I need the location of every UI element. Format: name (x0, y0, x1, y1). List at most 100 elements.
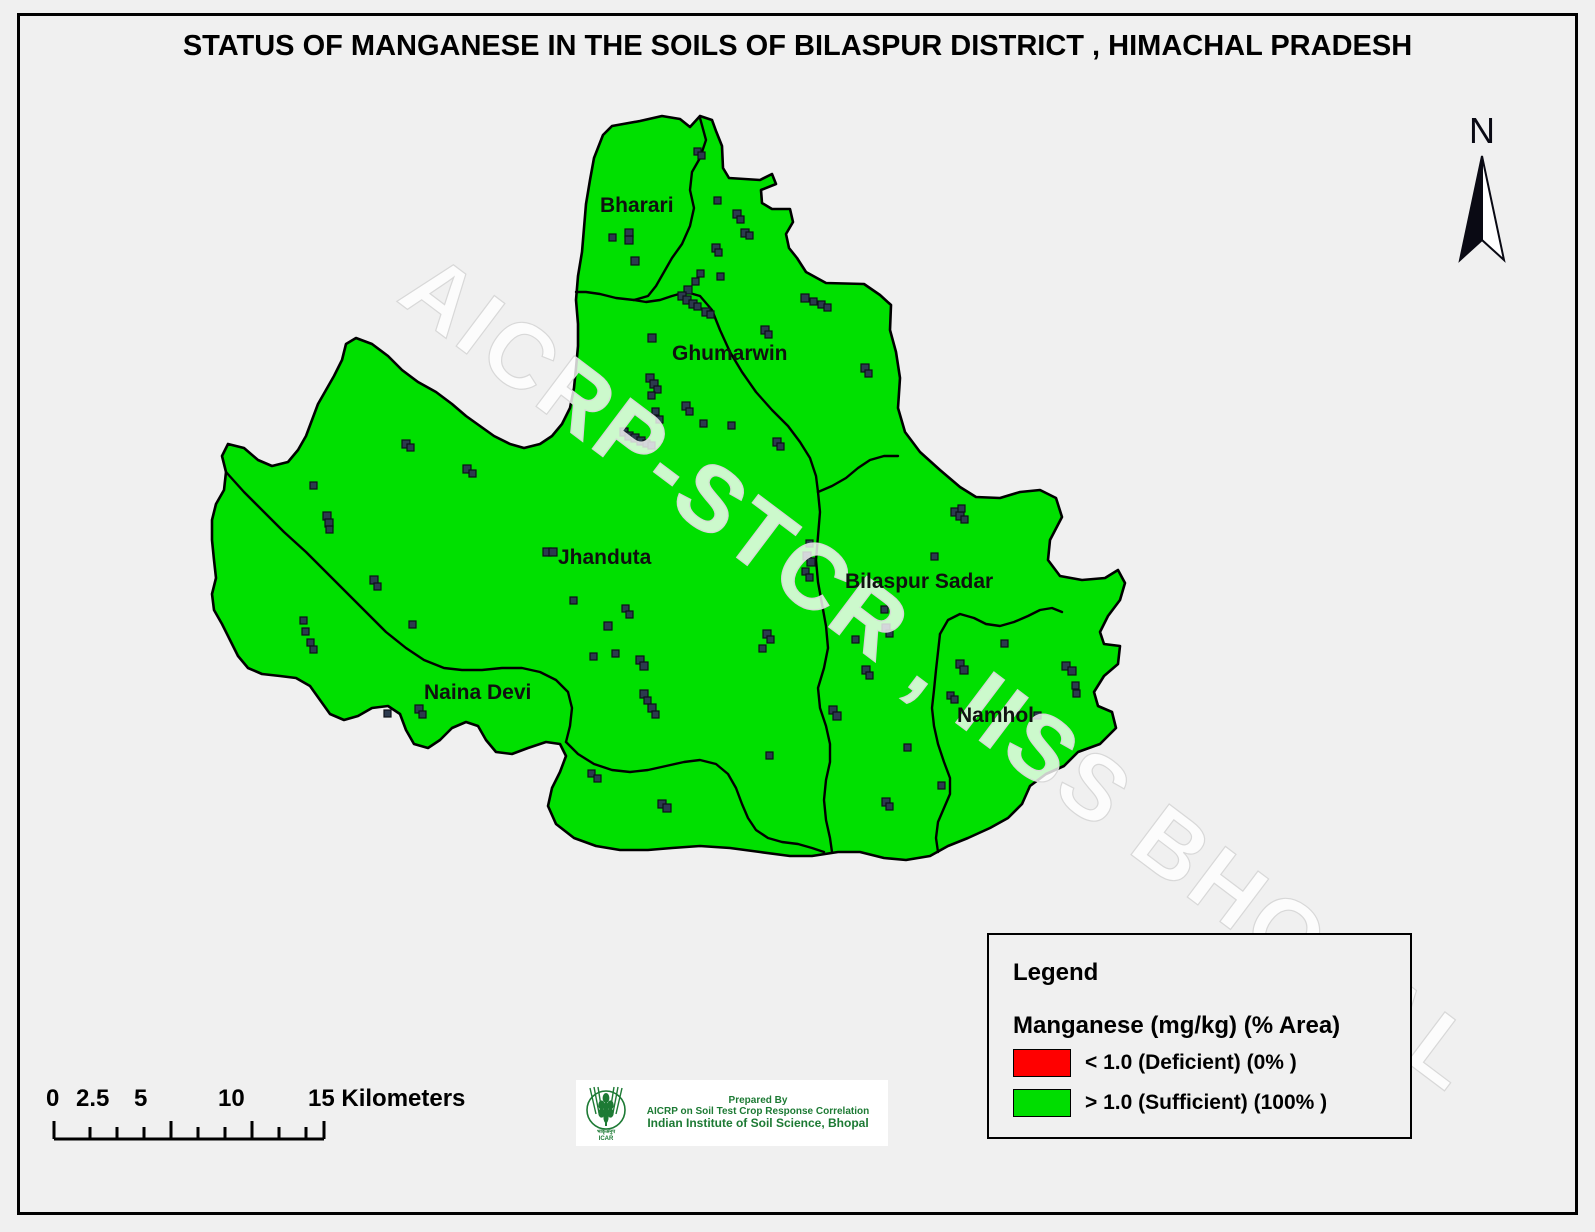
icar-logo-label: ICAR (598, 1136, 614, 1142)
legend-title: Legend (1013, 959, 1099, 986)
sample-point (639, 661, 649, 671)
sample-point (885, 802, 894, 811)
sample-point (685, 407, 694, 416)
sample-point (693, 302, 702, 311)
sample-point (765, 751, 774, 760)
credits-text: Prepared By AICRP on Soil Test Crop Resp… (632, 1095, 888, 1131)
boundary-jhanduta-naina (224, 470, 574, 744)
sample-point (662, 803, 672, 813)
sample-point (468, 469, 477, 478)
sample-point (653, 385, 662, 394)
scale-bar-labels: 0 2.5 5 10 15 Kilometers (40, 1085, 480, 1115)
sample-point (651, 407, 660, 416)
legend-swatch-deficient (1013, 1049, 1071, 1077)
boundary-jhanduta-bilaspur (814, 490, 834, 854)
sample-point (462, 464, 472, 474)
sample-point (418, 710, 427, 719)
legend-item-sufficient: > 1.0 (Sufficient) (100% ) (1013, 1088, 1327, 1118)
sample-point (647, 441, 656, 450)
scale-bar-ticks (52, 1121, 326, 1141)
sample-point (1061, 661, 1071, 671)
credits-line-2: AICRP on Soil Test Crop Response Correla… (646, 1106, 870, 1118)
sample-point (548, 547, 558, 557)
sample-point (299, 616, 308, 625)
sample-point (630, 256, 640, 266)
district-boundary-layer (210, 114, 1127, 862)
sample-point (805, 539, 814, 548)
sample-point (608, 233, 617, 242)
scale-label-25: 2.5 (76, 1085, 110, 1112)
place-label-jhanduta: Jhanduta (558, 546, 652, 569)
north-arrow-label: N (1469, 110, 1495, 151)
place-label-ghumarwin: Ghumarwin (672, 342, 788, 365)
north-arrow-glyph (1458, 155, 1506, 263)
sample-point (736, 215, 745, 224)
sample-point (589, 652, 598, 661)
sample-point (647, 391, 656, 400)
place-label-bharari: Bharari (600, 194, 674, 217)
sample-point (706, 310, 715, 319)
legend-swatch-sufficient (1013, 1089, 1071, 1117)
sample-point (880, 605, 889, 614)
sample-point (937, 781, 946, 790)
north-arrow: N (1432, 110, 1532, 270)
sample-points-layer (299, 147, 1081, 813)
sample-point (691, 277, 700, 286)
sample-point (408, 620, 417, 629)
sample-point (727, 421, 736, 430)
scale-label-10: 10 (218, 1085, 245, 1112)
sample-point (1072, 689, 1081, 698)
legend-box: Legend Manganese (mg/kg) (% Area) < 1.0 … (987, 933, 1412, 1139)
scale-bar: 0 2.5 5 10 15 Kilometers (40, 1085, 480, 1147)
sample-point (864, 369, 873, 378)
page-title: STATUS OF MANGANESE IN THE SOILS OF BILA… (182, 30, 1413, 62)
sample-point (309, 645, 318, 654)
credits-line-3: Indian Institute of Soil Science, Bhopal (647, 1116, 869, 1131)
boundary-naina-south (564, 740, 826, 854)
place-label-namhol: Namhol (957, 704, 1034, 727)
sample-point (651, 710, 660, 719)
sample-point (697, 151, 706, 160)
sample-point (930, 552, 939, 561)
sample-point (587, 769, 596, 778)
sample-point (805, 573, 814, 582)
sample-point (903, 743, 912, 752)
sample-point (865, 671, 874, 680)
sample-point (696, 269, 705, 278)
sample-point (699, 419, 708, 428)
sample-point (806, 557, 816, 567)
legend-item-deficient: < 1.0 (Deficient) (0% ) (1013, 1048, 1297, 1078)
sample-point (957, 504, 966, 513)
sample-point (885, 629, 894, 638)
sample-point (776, 442, 785, 451)
sample-point (960, 515, 969, 524)
boundary-ghumarwin-bilaspur (816, 454, 900, 494)
sample-point (713, 196, 722, 205)
sample-point (383, 709, 392, 718)
sample-point (1067, 666, 1077, 676)
sample-point (611, 649, 620, 658)
sample-point (593, 774, 602, 783)
boundary-bilaspur-namhol (938, 606, 1064, 636)
place-labels-layer: Bharari Ghumarwin Jhanduta Bilaspur Sada… (424, 194, 1034, 727)
sample-point (1033, 711, 1042, 720)
sample-point (716, 272, 725, 281)
sample-point (647, 333, 657, 343)
sample-point (301, 627, 310, 636)
sample-point (683, 285, 693, 295)
district-polygon (210, 114, 1127, 862)
sample-point (406, 443, 415, 452)
wheat-emblem-icon (586, 1086, 626, 1130)
sample-point (306, 638, 315, 647)
sample-point (309, 481, 318, 490)
sample-point (625, 610, 634, 619)
sample-point (655, 415, 664, 424)
sample-point (851, 635, 860, 644)
legend-label-deficient: < 1.0 (Deficient) (0% ) (1085, 1051, 1297, 1074)
scale-label-0: 0 (46, 1085, 60, 1112)
place-label-bilaspur-sadar: Bilaspur Sadar (845, 570, 993, 593)
sample-point (800, 293, 810, 303)
sample-point (959, 665, 969, 675)
icar-logo-hindi-text: भाकृअनुप (596, 1129, 616, 1135)
sample-point (643, 696, 652, 705)
